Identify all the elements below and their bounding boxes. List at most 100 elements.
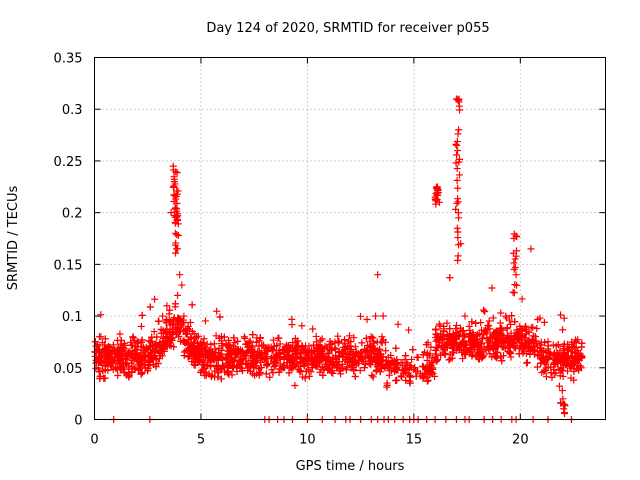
data-point bbox=[372, 312, 380, 320]
data-point bbox=[473, 346, 481, 354]
data-point bbox=[510, 265, 518, 273]
data-point bbox=[153, 333, 161, 341]
data-point bbox=[155, 317, 163, 325]
data-point bbox=[198, 361, 206, 369]
data-point bbox=[527, 324, 535, 332]
data-point bbox=[137, 322, 145, 330]
data-point bbox=[122, 352, 130, 360]
data-point bbox=[510, 343, 518, 351]
data-point bbox=[368, 371, 376, 379]
data-point bbox=[423, 349, 431, 357]
data-point bbox=[179, 337, 187, 345]
data-point bbox=[269, 346, 277, 354]
data-point bbox=[572, 338, 580, 346]
data-point bbox=[101, 335, 109, 343]
data-point bbox=[511, 281, 519, 289]
data-point bbox=[393, 376, 401, 384]
data-point bbox=[567, 374, 575, 382]
data-point bbox=[252, 358, 260, 366]
data-point bbox=[122, 359, 130, 367]
data-point bbox=[379, 312, 387, 320]
data-point bbox=[196, 357, 204, 365]
data-point bbox=[213, 363, 221, 371]
data-point bbox=[249, 354, 257, 362]
data-point bbox=[129, 334, 137, 342]
data-point bbox=[440, 346, 448, 354]
data-point bbox=[528, 347, 536, 355]
x-axis-label: GPS time / hours bbox=[296, 459, 405, 474]
data-point bbox=[305, 354, 313, 362]
data-point bbox=[176, 271, 184, 279]
data-point bbox=[186, 344, 194, 352]
data-point bbox=[382, 360, 390, 368]
data-point bbox=[542, 355, 550, 363]
data-point bbox=[448, 354, 456, 362]
data-point bbox=[544, 342, 552, 350]
data-point bbox=[512, 271, 520, 279]
data-point bbox=[402, 352, 410, 360]
data-point bbox=[180, 312, 188, 320]
data-point bbox=[382, 347, 390, 355]
data-point bbox=[116, 330, 124, 338]
data-point bbox=[235, 348, 243, 356]
data-point bbox=[434, 334, 442, 342]
data-point bbox=[376, 345, 384, 353]
data-point bbox=[511, 318, 519, 326]
data-point bbox=[497, 352, 505, 360]
data-point bbox=[226, 351, 234, 359]
data-point bbox=[186, 319, 194, 327]
data-point bbox=[358, 339, 366, 347]
data-point bbox=[179, 319, 187, 327]
data-point bbox=[203, 340, 211, 348]
data-point bbox=[184, 340, 192, 348]
data-point bbox=[250, 364, 258, 372]
data-point bbox=[441, 350, 449, 358]
data-point bbox=[114, 372, 122, 380]
data-point bbox=[181, 338, 189, 346]
data-point bbox=[394, 320, 402, 328]
data-point bbox=[223, 359, 231, 367]
data-point bbox=[466, 348, 474, 356]
data-point bbox=[118, 363, 126, 371]
data-point bbox=[483, 343, 491, 351]
data-point bbox=[512, 252, 520, 260]
data-point bbox=[326, 357, 334, 365]
data-point bbox=[128, 368, 136, 376]
data-point bbox=[559, 356, 567, 364]
data-point bbox=[370, 339, 378, 347]
data-point bbox=[210, 340, 218, 348]
x-tick-label: 5 bbox=[197, 433, 205, 448]
data-point bbox=[578, 353, 586, 361]
data-point bbox=[173, 169, 181, 177]
data-point bbox=[492, 353, 500, 361]
data-point bbox=[402, 376, 410, 384]
data-point bbox=[480, 351, 488, 359]
data-point bbox=[206, 361, 214, 369]
data-point bbox=[508, 312, 516, 320]
data-point bbox=[454, 184, 462, 192]
data-point bbox=[211, 367, 219, 375]
data-point bbox=[234, 337, 242, 345]
data-point bbox=[446, 274, 454, 282]
data-point bbox=[517, 325, 525, 333]
data-point bbox=[191, 338, 199, 346]
data-point bbox=[95, 333, 103, 341]
data-point bbox=[101, 366, 109, 374]
data-point bbox=[454, 130, 462, 138]
data-point bbox=[446, 339, 454, 347]
data-point bbox=[518, 295, 526, 303]
y-tick-label: 0.2 bbox=[62, 207, 83, 222]
data-point bbox=[231, 349, 239, 357]
data-point bbox=[138, 311, 146, 319]
data-point bbox=[378, 333, 386, 341]
data-point bbox=[452, 325, 460, 333]
data-point bbox=[530, 338, 538, 346]
data-point bbox=[276, 354, 284, 362]
data-point bbox=[523, 358, 531, 366]
data-point bbox=[468, 333, 476, 341]
data-point bbox=[159, 344, 167, 352]
data-point bbox=[285, 369, 293, 377]
data-point bbox=[394, 366, 402, 374]
data-point bbox=[115, 346, 123, 354]
data-point bbox=[117, 337, 125, 345]
